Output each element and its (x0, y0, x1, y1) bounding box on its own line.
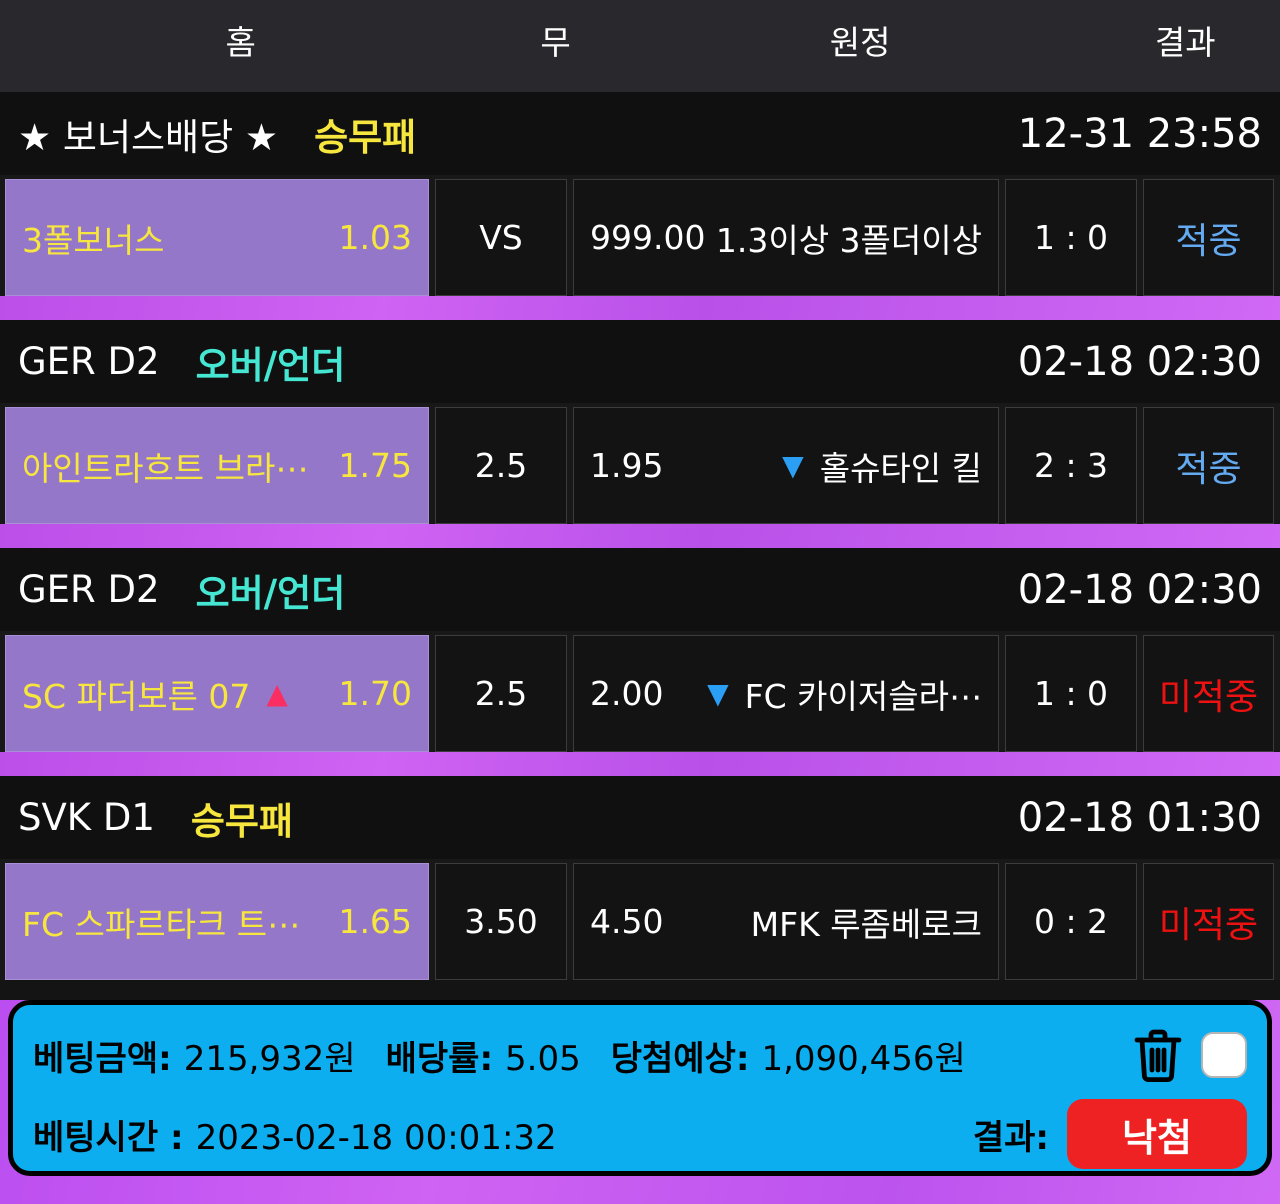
match-score: 2 : 3 (1033, 446, 1109, 485)
away-team-name: 1.3이상 3폴더이상 (715, 220, 982, 260)
home-team-name: FC 스파르타크 트⋯ (22, 904, 301, 944)
away-cell: 4.50 MFK 루좀베로크 (573, 863, 999, 980)
home-team-name: 3폴보너스 (22, 220, 165, 260)
trend-down-icon: ▼ (782, 449, 804, 482)
result-cell: 적중 (1143, 179, 1274, 296)
footer-background: 베팅금액: 215,932원 배당률: 5.05 당첨예상: 1,090,456… (0, 1000, 1280, 1204)
purple-divider (0, 296, 1280, 320)
bet-time-line: 베팅시간 : 2023-02-18 00:01:32 (33, 1110, 557, 1159)
bet-time-value: 2023-02-18 00:01:32 (195, 1117, 557, 1158)
bet-stats-line: 베팅금액: 215,932원 배당률: 5.05 당첨예상: 1,090,456… (33, 1031, 966, 1080)
section-header-bonus: ★ 보너스배당 ★ 승무패 12-31 23:58 (0, 92, 1280, 175)
away-team-name: 홀슈타인 킬 (819, 448, 982, 488)
odds-label: 배당률: (385, 1038, 494, 1079)
match-score: 1 : 0 (1033, 674, 1109, 713)
score-cell: 0 : 2 (1005, 863, 1137, 980)
column-label-home: 홈 (225, 23, 256, 63)
home-odds: 1.70 (338, 674, 412, 713)
home-odds: 1.03 (338, 218, 412, 257)
match-score: 0 : 2 (1033, 902, 1109, 941)
away-team-name: FC 카이저슬라⋯ (744, 676, 982, 716)
score-cell: 2 : 3 (1005, 407, 1137, 524)
match-datetime: 12-31 23:58 (1017, 110, 1262, 157)
draw-cell: 2.5 (435, 407, 567, 524)
bet-type: 승무패 (190, 799, 293, 843)
league-name: GER D2 (18, 340, 160, 383)
home-cell: 아인트라흐트 브라⋯ 1.75 (5, 407, 429, 524)
match-datetime: 02-18 02:30 (1017, 338, 1262, 385)
result-status: 미적중 (1158, 904, 1259, 946)
match-datetime: 02-18 01:30 (1017, 794, 1262, 841)
draw-cell: 2.5 (435, 635, 567, 752)
match-score: 1 : 0 (1033, 218, 1109, 257)
home-odds: 1.65 (338, 902, 412, 941)
result-cell: 미적중 (1143, 635, 1274, 752)
bet-type: 오버/언더 (195, 571, 346, 615)
score-cell: 1 : 0 (1005, 179, 1137, 296)
away-cell: 1.95 ▼ 홀슈타인 킬 (573, 407, 999, 524)
away-cell: 999.00 1.3이상 3폴더이상 (573, 179, 999, 296)
result-label: 결과: (972, 1117, 1049, 1158)
column-label-draw: 무 (540, 23, 571, 63)
odds-value: 5.05 (505, 1038, 581, 1079)
away-odds: 4.50 (590, 902, 664, 941)
result-cell: 미적중 (1143, 863, 1274, 980)
trend-up-icon: ▲ (266, 677, 288, 710)
home-cell: 3폴보너스 1.03 (5, 179, 429, 296)
bet-row-bonus: 3폴보너스 1.03 VS 999.00 1.3이상 3폴더이상 1 : 0 적… (0, 175, 1280, 296)
trend-down-icon: ▼ (707, 677, 729, 710)
section-header-ger-d2-2: GER D2 오버/언더 02-18 02:30 (0, 548, 1280, 631)
bet-type: 오버/언더 (195, 343, 346, 387)
bet-row-ger-d2-1: 아인트라흐트 브라⋯ 1.75 2.5 1.95 ▼ 홀슈타인 킬 2 : 3 … (0, 403, 1280, 524)
bet-row-svk-d1: FC 스파르타크 트⋯ 1.65 3.50 4.50 MFK 루좀베로크 0 :… (0, 859, 1280, 980)
draw-cell: 3.50 (435, 863, 567, 980)
home-team-name: 아인트라흐트 브라⋯ (22, 448, 309, 488)
section-header-svk-d1: SVK D1 승무패 02-18 01:30 (0, 776, 1280, 859)
expected-win-label: 당첨예상: (610, 1038, 750, 1079)
draw-line: 2.5 (474, 446, 528, 485)
trash-icon (1134, 1029, 1182, 1083)
select-bet-checkbox[interactable] (1201, 1032, 1247, 1078)
match-datetime: 02-18 02:30 (1017, 566, 1262, 613)
delete-bet-button[interactable] (1131, 1026, 1185, 1084)
column-label-result: 결과 (1154, 23, 1216, 63)
column-label-away: 원정 (829, 23, 891, 63)
draw-line: 2.5 (474, 674, 528, 713)
league-name: SVK D1 (18, 796, 155, 839)
league-name: GER D2 (18, 568, 160, 611)
away-odds: 1.95 (590, 446, 664, 485)
result-cell: 적중 (1143, 407, 1274, 524)
purple-divider (0, 524, 1280, 548)
result-status: 적중 (1175, 448, 1242, 490)
home-cell: SC 파더보른 07 ▲ 1.70 (5, 635, 429, 752)
bet-row-ger-d2-2: SC 파더보른 07 ▲ 1.70 2.5 2.00 ▼ FC 카이저슬라⋯ 1… (0, 631, 1280, 752)
section-header-ger-d2-1: GER D2 오버/언더 02-18 02:30 (0, 320, 1280, 403)
draw-odds: 3.50 (464, 902, 538, 941)
bet-amount-label: 베팅금액: (33, 1038, 172, 1079)
expected-win-value: 1,090,456원 (761, 1038, 966, 1079)
home-odds: 1.75 (338, 446, 412, 485)
bet-result-button[interactable]: 낙첨 (1067, 1099, 1247, 1169)
home-cell: FC 스파르타크 트⋯ 1.65 (5, 863, 429, 980)
away-odds: 2.00 (590, 674, 664, 713)
column-header: 홈 무 원정 결과 (0, 0, 1280, 92)
home-team-name: SC 파더보른 07 (22, 676, 251, 716)
result-status: 적중 (1175, 220, 1242, 262)
bet-type: 승무패 (314, 115, 417, 159)
away-cell: 2.00 ▼ FC 카이저슬라⋯ (573, 635, 999, 752)
bet-amount-value: 215,932원 (183, 1038, 356, 1079)
bet-time-label: 베팅시간 : (33, 1117, 184, 1158)
away-odds: 999.00 (590, 218, 706, 257)
draw-odds: VS (479, 218, 523, 257)
result-status: 미적중 (1158, 676, 1259, 718)
draw-cell: VS (435, 179, 567, 296)
bet-summary-panel: 베팅금액: 215,932원 배당률: 5.05 당첨예상: 1,090,456… (8, 1000, 1272, 1176)
league-name: ★ 보너스배당 ★ (18, 115, 279, 159)
score-cell: 1 : 0 (1005, 635, 1137, 752)
purple-divider (0, 752, 1280, 776)
away-team-name: MFK 루좀베로크 (750, 904, 982, 944)
